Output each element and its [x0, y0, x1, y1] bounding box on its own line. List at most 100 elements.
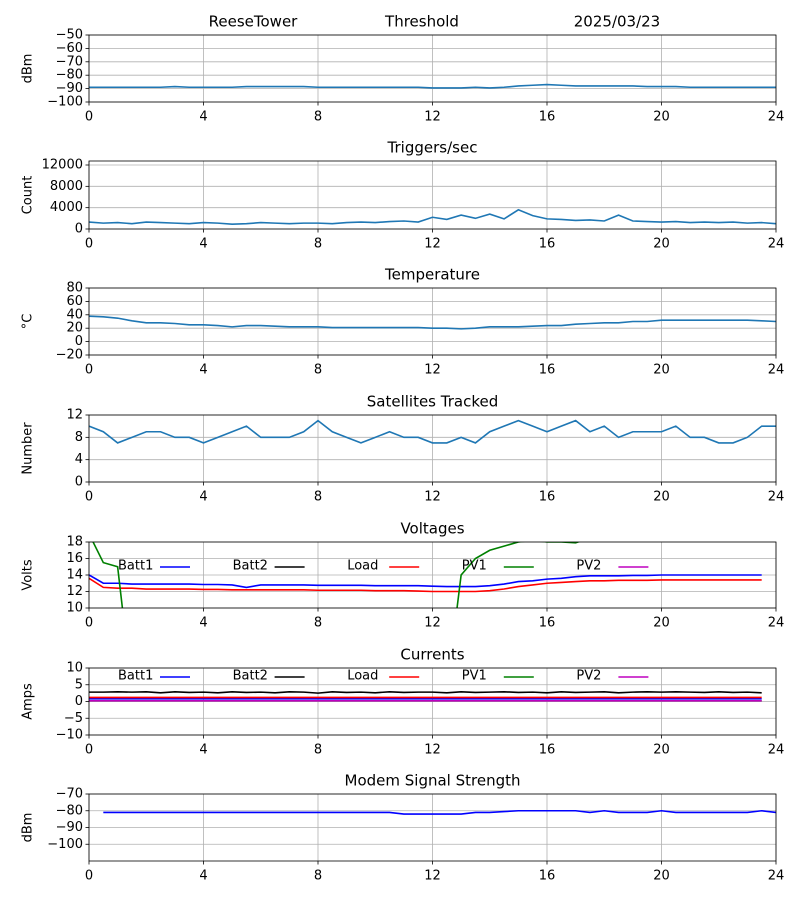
y-tick-label: −90	[56, 820, 83, 835]
x-tick-label: 24	[768, 237, 785, 252]
axes-frame	[88, 541, 777, 609]
y-tick-label: −80	[56, 68, 83, 83]
y-tick-label: 8000	[50, 179, 83, 194]
plot-area	[103, 809, 776, 815]
y-tick-label: 10	[66, 661, 83, 676]
legend-label: Batt2	[233, 669, 268, 684]
x-tick-label: 8	[314, 869, 322, 884]
chart-title: Voltages	[400, 520, 464, 538]
plot-area	[89, 83, 776, 89]
x-tick-label: 16	[539, 490, 556, 505]
x-tick-label: 0	[85, 869, 93, 884]
x-tick-label: 12	[424, 110, 441, 125]
plot-area	[89, 315, 776, 330]
y-tick-label: −50	[56, 28, 83, 43]
axes-frame	[88, 287, 777, 356]
legend-label: Load	[347, 559, 378, 574]
x-tick-label: 0	[85, 490, 93, 505]
y-tick-label: −100	[47, 837, 83, 852]
x-tick-label: 24	[768, 743, 785, 758]
x-tick-label: 24	[768, 490, 785, 505]
y-tick-label: −20	[56, 348, 83, 363]
y-tick-label: −10	[56, 728, 83, 743]
x-tick-label: 8	[314, 237, 322, 252]
legend-label: Batt1	[118, 669, 153, 684]
y-tick-label: 40	[66, 307, 83, 322]
data-line	[89, 419, 776, 444]
y-tick-label: 18	[66, 535, 83, 550]
x-tick-label: 20	[653, 237, 670, 252]
y-tick-label: −5	[64, 711, 83, 726]
data-line	[89, 690, 762, 694]
x-tick-label: 20	[653, 110, 670, 125]
x-tick-label: 20	[653, 490, 670, 505]
x-tick-label: 8	[314, 490, 322, 505]
x-tick-label: 12	[424, 616, 441, 631]
x-tick-label: 16	[539, 363, 556, 378]
plot-area	[89, 542, 762, 608]
x-tick-label: 8	[314, 110, 322, 125]
legend-label: Batt1	[118, 559, 153, 574]
y-tick-label: 14	[66, 568, 83, 583]
y-tick-label: 0	[75, 222, 83, 237]
axes-frame	[88, 793, 777, 862]
y-tick-label: 12000	[42, 158, 83, 173]
data-line	[89, 577, 762, 593]
data-line	[89, 208, 776, 226]
x-tick-label: 16	[539, 616, 556, 631]
chart-title: ReeseTower	[209, 13, 299, 31]
x-tick-label: 16	[539, 743, 556, 758]
legend-label: PV2	[576, 559, 601, 574]
y-tick-label: 20	[66, 321, 83, 336]
y-tick-label: 5	[75, 677, 83, 692]
y-axis-label: Amps	[21, 683, 36, 720]
axes-frame	[88, 667, 777, 736]
axes-frame	[88, 414, 777, 483]
x-tick-label: 12	[424, 743, 441, 758]
x-tick-label: 24	[768, 363, 785, 378]
plot-area	[89, 208, 776, 226]
x-tick-label: 0	[85, 743, 93, 758]
x-tick-label: 4	[199, 490, 207, 505]
legend-label: PV1	[462, 559, 487, 574]
y-tick-label: 8	[75, 430, 83, 445]
y-tick-label: 16	[66, 551, 83, 566]
y-tick-label: 4	[75, 452, 83, 467]
x-tick-label: 4	[199, 110, 207, 125]
chart-title: Modem Signal Strength	[345, 772, 521, 790]
plot-area	[89, 419, 776, 444]
x-tick-label: 12	[424, 869, 441, 884]
x-tick-label: 8	[314, 743, 322, 758]
x-tick-label: 12	[424, 363, 441, 378]
y-tick-label: 0	[75, 334, 83, 349]
x-tick-label: 12	[424, 237, 441, 252]
legend-label: Batt2	[233, 559, 268, 574]
x-tick-label: 20	[653, 363, 670, 378]
x-tick-label: 16	[539, 869, 556, 884]
y-tick-label: 0	[75, 694, 83, 709]
y-tick-label: 0	[75, 475, 83, 490]
y-tick-label: 10	[66, 601, 83, 616]
data-line	[89, 83, 776, 89]
y-tick-label: −80	[56, 803, 83, 818]
x-tick-label: 24	[768, 110, 785, 125]
axes-frame	[88, 34, 777, 103]
data-line	[89, 574, 762, 589]
x-tick-label: 0	[85, 616, 93, 631]
legend-label: PV2	[576, 669, 601, 684]
y-tick-label: 12	[66, 408, 83, 423]
y-axis-label: Number	[21, 422, 36, 475]
x-tick-label: 20	[653, 616, 670, 631]
x-tick-label: 4	[199, 363, 207, 378]
y-tick-label: −70	[56, 54, 83, 69]
data-line	[92, 542, 581, 608]
x-tick-label: 20	[653, 743, 670, 758]
chart-title: Triggers/sec	[387, 139, 478, 157]
y-axis-label: Count	[21, 176, 36, 215]
chart-title: Currents	[400, 646, 464, 664]
chart-title: Threshold	[384, 13, 459, 31]
x-tick-label: 0	[85, 237, 93, 252]
x-tick-label: 8	[314, 616, 322, 631]
chart-title: 2025/03/23	[574, 13, 660, 31]
